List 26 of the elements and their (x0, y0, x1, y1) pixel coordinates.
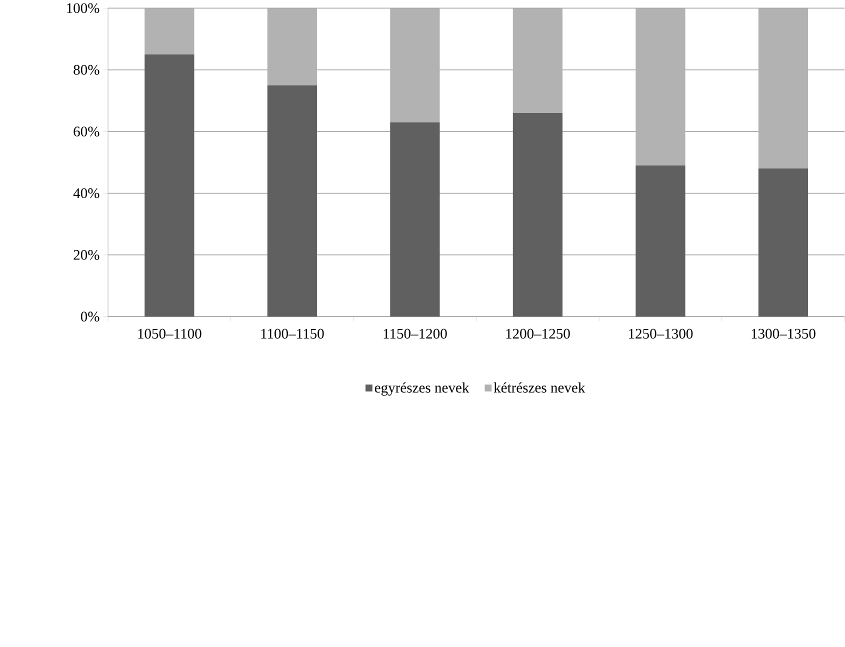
bar (390, 122, 440, 317)
y-tick-label: 100% (67, 3, 100, 14)
bar (758, 168, 808, 317)
legend-label: egyrészes nevek (374, 382, 470, 396)
x-tick-label: 1200–1250 (506, 328, 570, 339)
y-tick-label: 0% (80, 312, 100, 322)
bar (267, 85, 317, 317)
bar (512, 8, 563, 114)
legend-label: kétrészes nevek (494, 382, 586, 393)
bar (636, 166, 686, 317)
x-tick-label: 1250–1300 (629, 328, 693, 339)
y-tick-label: 40% (73, 188, 100, 198)
y-tick-label: 60% (74, 126, 100, 137)
bar (512, 113, 563, 317)
x-tick-label: 1100–1150 (261, 328, 324, 339)
bar (636, 8, 686, 166)
y-tick-label: 20% (74, 250, 100, 260)
bar (390, 8, 440, 122)
x-tick-label: 1150–1200 (384, 328, 447, 339)
bar (267, 8, 317, 86)
x-tick-label: 1050–1100 (138, 328, 202, 339)
y-tick-label: 80% (74, 65, 100, 75)
bar (144, 8, 194, 55)
bar (144, 54, 194, 317)
x-tick-label: 1300–1350 (752, 328, 816, 339)
bar (758, 8, 808, 169)
